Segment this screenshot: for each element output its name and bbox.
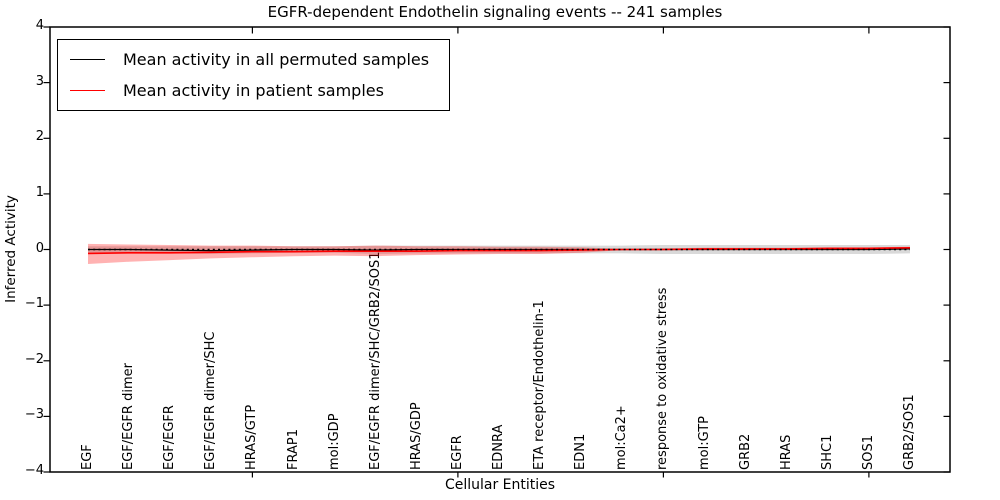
y-axis-tick-labels: −4 −3 −2 −1 0 1 2 3 4 xyxy=(0,18,44,478)
y-tick-label: 0 xyxy=(35,240,44,256)
y-tick-label: −2 xyxy=(24,351,44,367)
chart-canvas xyxy=(43,26,951,478)
legend-row-patient: Mean activity in patient samples xyxy=(70,75,429,106)
y-tick-label: −3 xyxy=(24,407,44,423)
plot-area: EGF EGF/EGFR dimer EGF/EGFR EGF/EGFR dimer/… xyxy=(43,26,951,478)
permuted-line-swatch xyxy=(70,59,105,60)
patient-line-swatch xyxy=(70,90,105,91)
y-tick-label: 2 xyxy=(35,129,44,145)
chart-title: EGFR-dependent Endothelin signaling even… xyxy=(267,3,723,21)
y-tick-label: 4 xyxy=(35,18,44,33)
legend: Mean activity in all permuted samples Me… xyxy=(57,39,451,111)
legend-label-permuted: Mean activity in all permuted samples xyxy=(123,50,430,69)
x-axis-label: Cellular Entities xyxy=(444,477,556,493)
y-tick-label: −4 xyxy=(24,463,44,478)
legend-label-patient: Mean activity in patient samples xyxy=(123,81,384,100)
y-tick-label: 1 xyxy=(35,184,44,200)
y-tick-label: 3 xyxy=(35,73,44,89)
legend-row-permuted: Mean activity in all permuted samples xyxy=(70,44,429,75)
y-tick-label: −1 xyxy=(24,296,44,312)
line-patient xyxy=(87,247,911,255)
